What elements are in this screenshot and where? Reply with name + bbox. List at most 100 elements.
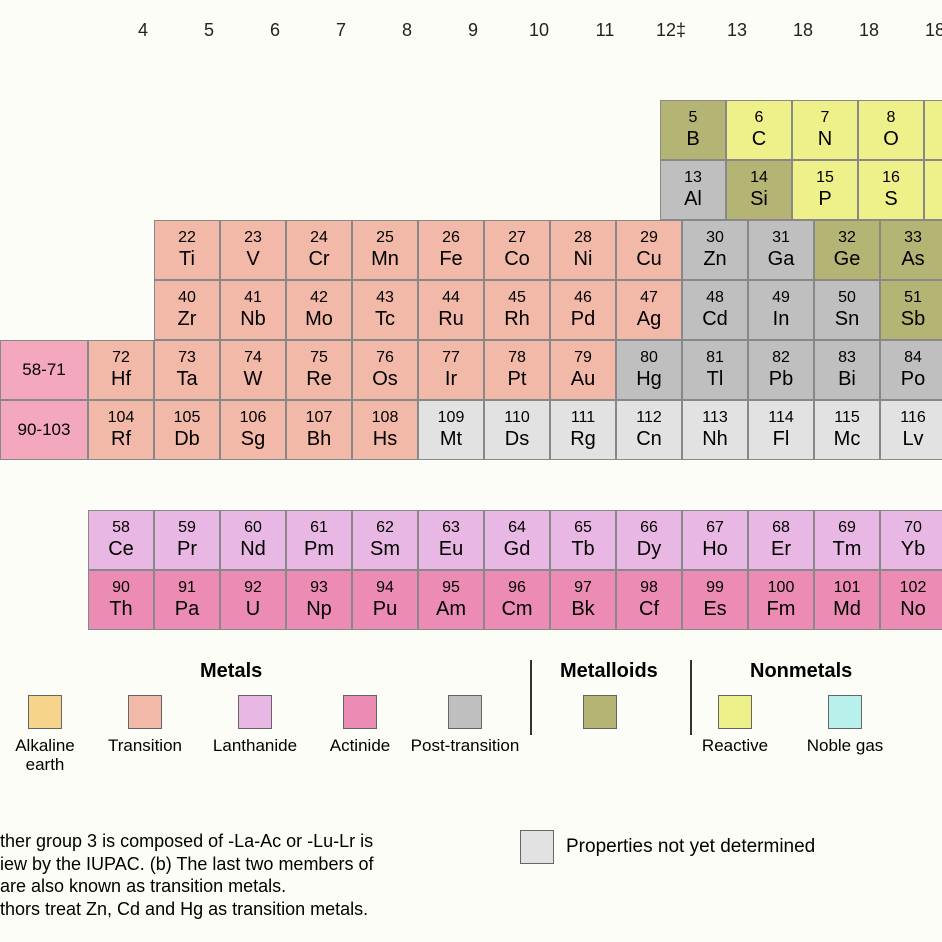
element-cell: 95Am bbox=[418, 570, 484, 630]
spacer bbox=[66, 100, 132, 160]
spacer bbox=[88, 220, 154, 280]
element-symbol: Np bbox=[306, 598, 332, 621]
element-symbol: Rh bbox=[504, 308, 530, 331]
atomic-number: 90 bbox=[112, 579, 130, 597]
element-cell: 62Sm bbox=[352, 510, 418, 570]
element-symbol: Au bbox=[571, 368, 595, 391]
element-symbol: Mc bbox=[834, 428, 861, 451]
element-cell: 16S bbox=[858, 160, 924, 220]
legend-swatch bbox=[448, 695, 482, 729]
column-header: 11 bbox=[572, 20, 638, 41]
atomic-number: 41 bbox=[244, 289, 262, 307]
element-symbol: Mo bbox=[305, 308, 333, 331]
element-symbol: Al bbox=[684, 188, 702, 211]
spacer bbox=[88, 280, 154, 340]
element-symbol: Ta bbox=[176, 368, 197, 391]
element-symbol: Rg bbox=[570, 428, 596, 451]
element-cell: 32Ge bbox=[814, 220, 880, 280]
atomic-number: 8 bbox=[887, 109, 896, 127]
spacer bbox=[528, 160, 594, 220]
atomic-number: 113 bbox=[702, 409, 728, 427]
atomic-number: 115 bbox=[834, 409, 860, 427]
element-symbol: S bbox=[884, 188, 897, 211]
atomic-number: 97 bbox=[574, 579, 592, 597]
column-header: 18 bbox=[770, 20, 836, 41]
footnote-line: iew by the IUPAC. (b) The last two membe… bbox=[0, 853, 520, 876]
element-symbol: Ru bbox=[438, 308, 464, 331]
element-cell: 84Po bbox=[880, 340, 942, 400]
element-symbol: Bk bbox=[571, 598, 594, 621]
element-symbol: Pd bbox=[571, 308, 595, 331]
column-header: 5 bbox=[176, 20, 242, 41]
atomic-number: 99 bbox=[706, 579, 724, 597]
spacer bbox=[0, 100, 66, 160]
atomic-number: 33 bbox=[904, 229, 922, 247]
atomic-number: 102 bbox=[900, 579, 927, 597]
legend-label: Alkaline earth bbox=[0, 737, 90, 774]
element-cell: 50Sn bbox=[814, 280, 880, 340]
element-symbol: Bh bbox=[307, 428, 331, 451]
element-symbol: Rf bbox=[111, 428, 131, 451]
element-symbol: Cu bbox=[636, 248, 662, 271]
element-symbol: Po bbox=[901, 368, 925, 391]
element-cell: 9F bbox=[924, 100, 942, 160]
legend-item: Actinide bbox=[310, 695, 410, 756]
atomic-number: 16 bbox=[882, 169, 900, 187]
element-symbol: Tb bbox=[571, 538, 594, 561]
legend-item bbox=[520, 695, 680, 737]
undetermined-legend: Properties not yet determined bbox=[520, 830, 815, 864]
element-cell: 63Eu bbox=[418, 510, 484, 570]
atomic-number: 64 bbox=[508, 519, 526, 537]
element-cell: 65Tb bbox=[550, 510, 616, 570]
element-cell: 80Hg bbox=[616, 340, 682, 400]
element-cell: 76Os bbox=[352, 340, 418, 400]
atomic-number: 5 bbox=[689, 109, 698, 127]
element-symbol: Hs bbox=[373, 428, 397, 451]
atomic-number: 114 bbox=[768, 409, 794, 427]
atomic-number: 47 bbox=[640, 289, 658, 307]
element-cell: 77Ir bbox=[418, 340, 484, 400]
atomic-number: 67 bbox=[706, 519, 724, 537]
legend-label: Actinide bbox=[330, 737, 390, 756]
atomic-number: 82 bbox=[772, 349, 790, 367]
atomic-number: 98 bbox=[640, 579, 658, 597]
element-symbol: Cm bbox=[501, 598, 532, 621]
element-symbol: Cn bbox=[636, 428, 662, 451]
element-cell: 70Yb bbox=[880, 510, 942, 570]
table-row: 40Zr41Nb42Mo43Tc44Ru45Rh46Pd47Ag48Cd49In… bbox=[0, 280, 942, 340]
atomic-number: 22 bbox=[178, 229, 196, 247]
table-row: 5B6C7N8O9F bbox=[0, 100, 942, 160]
atomic-number: 92 bbox=[244, 579, 262, 597]
legend-item: Transition bbox=[90, 695, 200, 756]
atomic-number: 107 bbox=[306, 409, 333, 427]
element-cell: 29Cu bbox=[616, 220, 682, 280]
element-cell: 24Cr bbox=[286, 220, 352, 280]
spacer bbox=[396, 160, 462, 220]
element-symbol: Es bbox=[703, 598, 726, 621]
element-cell: 28Ni bbox=[550, 220, 616, 280]
element-cell: 45Rh bbox=[484, 280, 550, 340]
atomic-number: 81 bbox=[706, 349, 724, 367]
atomic-number: 74 bbox=[244, 349, 262, 367]
atomic-number: 104 bbox=[108, 409, 135, 427]
column-header: 9 bbox=[440, 20, 506, 41]
element-symbol: Sg bbox=[241, 428, 265, 451]
element-cell: 91Pa bbox=[154, 570, 220, 630]
element-cell: 82Pb bbox=[748, 340, 814, 400]
element-symbol: Zr bbox=[178, 308, 197, 331]
atomic-number: 27 bbox=[508, 229, 526, 247]
spacer bbox=[330, 160, 396, 220]
element-symbol: Tc bbox=[375, 308, 395, 331]
atomic-number: 28 bbox=[574, 229, 592, 247]
element-cell: 83Bi bbox=[814, 340, 880, 400]
element-cell: 110Ds bbox=[484, 400, 550, 460]
element-symbol: Am bbox=[436, 598, 466, 621]
column-header: 4 bbox=[110, 20, 176, 41]
legend-label: Transition bbox=[108, 737, 182, 756]
atomic-number: 101 bbox=[834, 579, 861, 597]
element-symbol: Md bbox=[833, 598, 861, 621]
element-symbol: Ag bbox=[637, 308, 661, 331]
atomic-number: 31 bbox=[772, 229, 790, 247]
element-symbol: Ge bbox=[834, 248, 861, 271]
footnotes: ther group 3 is composed of -La-Ac or -L… bbox=[0, 830, 520, 920]
